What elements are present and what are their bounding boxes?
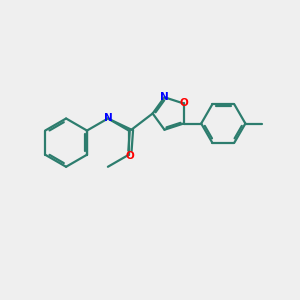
Text: N: N: [160, 92, 169, 102]
Text: O: O: [126, 151, 134, 161]
Text: N: N: [104, 113, 112, 123]
Text: O: O: [179, 98, 188, 109]
